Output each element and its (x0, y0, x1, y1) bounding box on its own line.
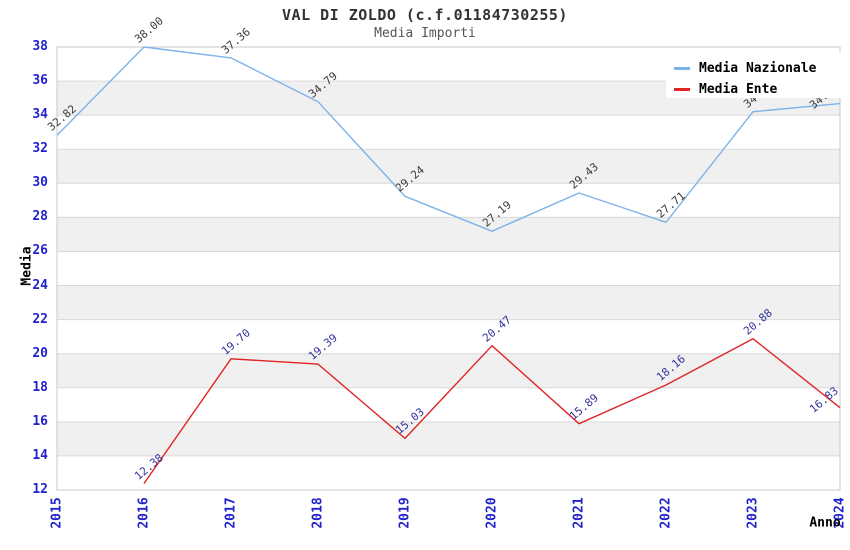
plot-band (57, 183, 840, 218)
y-tick-label: 26 (32, 243, 48, 259)
y-tick-label: 32 (32, 141, 48, 157)
y-tick-label: 14 (32, 447, 48, 463)
series-line-ente (143, 338, 841, 484)
chart-title: VAL DI ZOLDO (c.f.01184730255) (282, 6, 568, 24)
legend: Media Nazionale Media Ente (666, 52, 846, 98)
y-tick-label: 38 (32, 39, 48, 54)
legend-item-label: Media Nazionale (699, 61, 817, 76)
x-tick-label: 2018 (310, 497, 326, 529)
y-tick-label: 28 (32, 209, 48, 225)
x-tick-label: 2015 (49, 497, 65, 529)
plot-band (57, 149, 840, 184)
y-tick-label: 18 (32, 379, 48, 395)
x-tick-label: 2020 (484, 497, 500, 529)
y-axis-title: Media (19, 246, 35, 286)
legend-item-label: Media Ente (699, 82, 778, 97)
plot-band (57, 285, 840, 320)
y-tick-label: 30 (32, 175, 48, 191)
chart-subtitle: Media Importi (374, 26, 476, 41)
x-tick-label: 2021 (571, 497, 587, 529)
y-tick-label: 20 (32, 345, 48, 361)
legend-item: Media Nazionale (666, 58, 846, 79)
y-tick-label: 16 (32, 413, 48, 429)
y-tick-label: 24 (32, 277, 48, 293)
plot-band (57, 387, 840, 422)
series-line-nazionale (56, 46, 841, 232)
x-tick-label: 2022 (658, 497, 674, 529)
y-tick-label: 36 (32, 73, 48, 89)
plot-border (56, 46, 841, 491)
plot-band (57, 319, 840, 354)
x-axis-title: Anno (809, 515, 841, 531)
y-tick-label: 22 (32, 311, 48, 327)
plot-band (57, 115, 840, 150)
plot-band (57, 455, 840, 490)
plot-band (57, 217, 840, 252)
legend-line-marker-icon (674, 67, 690, 70)
x-tick-label: 2023 (745, 497, 761, 529)
plot-band (57, 251, 840, 286)
x-tick-label: 2016 (136, 497, 152, 529)
x-tick-label: 2017 (223, 497, 239, 529)
legend-item: Media Ente (666, 79, 846, 100)
legend-line-marker-icon (674, 88, 690, 91)
y-tick-label: 34 (32, 107, 48, 123)
x-tick-label: 2019 (397, 497, 413, 529)
plot-band (57, 353, 840, 388)
y-tick-label: 12 (32, 482, 48, 497)
plot-band (57, 421, 840, 456)
